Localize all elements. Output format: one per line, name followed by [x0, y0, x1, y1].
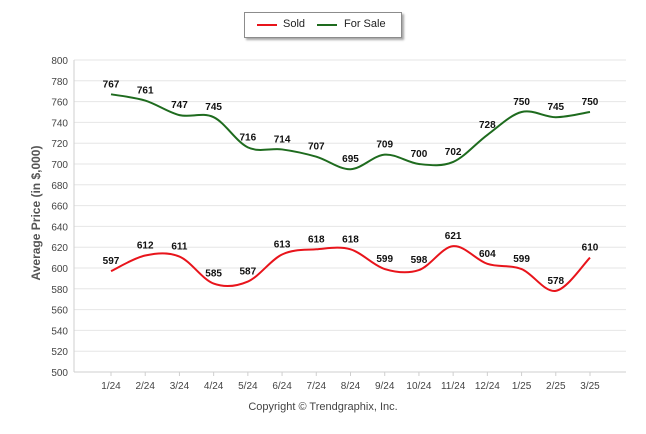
data-label-for-sale: 747: [171, 100, 188, 111]
y-tick-label: 680: [51, 181, 68, 192]
y-tick-label: 800: [51, 56, 68, 67]
x-tick-label: 3/25: [580, 381, 600, 392]
y-tick-label: 500: [51, 368, 68, 379]
legend-label-for-sale: For Sale: [344, 18, 386, 30]
data-label-for-sale: 761: [137, 86, 154, 97]
y-tick-label: 520: [51, 347, 68, 358]
y-tick-label: 620: [51, 243, 68, 254]
data-label-for-sale: 745: [547, 102, 564, 113]
legend-swatch-sold: [257, 24, 277, 26]
x-tick-label: 9/24: [375, 381, 395, 392]
data-label-for-sale: 707: [308, 142, 325, 153]
y-tick-label: 780: [51, 77, 68, 88]
data-label-sold: 597: [103, 256, 120, 267]
data-label-for-sale: 750: [582, 97, 599, 108]
x-tick-label: 8/24: [341, 381, 361, 392]
x-tick-label: 7/24: [307, 381, 327, 392]
y-tick-label: 600: [51, 264, 68, 275]
y-tick-label: 740: [51, 118, 68, 129]
copyright-text: Copyright © Trendgraphix, Inc.: [248, 401, 398, 413]
data-label-sold: 618: [342, 234, 359, 245]
data-label-for-sale: 714: [274, 134, 291, 145]
x-tick-label: 5/24: [238, 381, 258, 392]
data-label-sold: 618: [308, 234, 325, 245]
data-label-for-sale: 716: [240, 132, 257, 143]
data-label-sold: 598: [411, 255, 428, 266]
legend-label-sold: Sold: [283, 18, 306, 30]
x-tick-label: 10/24: [406, 381, 431, 392]
data-label-sold: 613: [274, 239, 291, 250]
data-label-for-sale: 728: [479, 120, 496, 131]
x-tick-label: 4/24: [204, 381, 224, 392]
data-label-for-sale: 750: [513, 97, 530, 108]
y-tick-label: 560: [51, 306, 68, 317]
y-tick-label: 540: [51, 326, 68, 337]
x-tick-label: 2/25: [546, 381, 566, 392]
series-line-sold: [110, 245, 591, 292]
x-tick-label: 12/24: [475, 381, 500, 392]
data-label-for-sale: 767: [103, 79, 120, 90]
y-tick-label: 760: [51, 98, 68, 109]
chart-legend: Sold For Sale: [244, 12, 402, 38]
data-label-sold: 587: [240, 267, 257, 278]
data-label-sold: 604: [479, 249, 496, 260]
x-tick-label: 3/24: [170, 381, 190, 392]
legend-swatch-for-sale: [317, 24, 337, 26]
y-tick-label: 700: [51, 160, 68, 171]
x-tick-label: 2/24: [135, 381, 155, 392]
y-tick-label: 580: [51, 285, 68, 296]
data-label-for-sale: 709: [376, 140, 393, 151]
y-tick-label: 660: [51, 202, 68, 213]
data-label-sold: 585: [205, 269, 222, 280]
data-label-sold: 612: [137, 241, 154, 252]
data-label-sold: 578: [547, 276, 564, 287]
x-tick-label: 1/24: [101, 381, 121, 392]
series-line-for-sale: [110, 93, 591, 171]
x-tick-label: 11/24: [441, 381, 466, 392]
data-label-sold: 621: [445, 231, 462, 242]
data-label-sold: 611: [171, 242, 188, 253]
data-label-for-sale: 702: [445, 147, 462, 158]
data-label-sold: 610: [582, 243, 599, 254]
data-label-for-sale: 695: [342, 154, 359, 165]
x-tick-label: 6/24: [272, 381, 292, 392]
data-label-for-sale: 700: [411, 149, 428, 160]
data-label-sold: 599: [513, 254, 530, 265]
data-label-for-sale: 745: [205, 102, 222, 113]
x-tick-label: 1/25: [512, 381, 532, 392]
y-tick-label: 720: [51, 139, 68, 150]
data-label-sold: 599: [376, 254, 393, 265]
y-tick-label: 640: [51, 222, 68, 233]
